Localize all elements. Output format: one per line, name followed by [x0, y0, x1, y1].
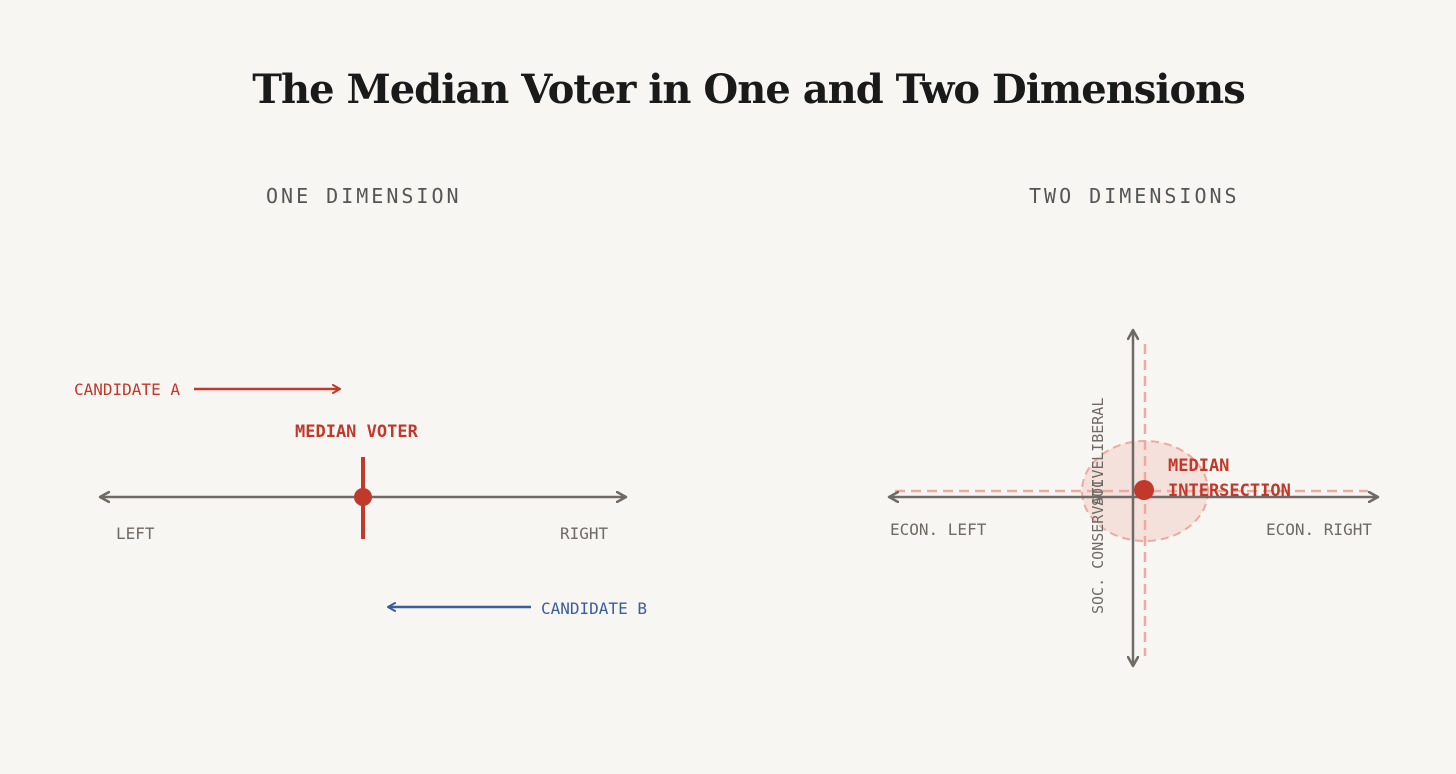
one-dimension-heading: ONE DIMENSION	[266, 184, 462, 208]
soc-liberal-label: SOC. LIBERAL	[1089, 398, 1107, 506]
two-dimensions-heading: TWO DIMENSIONS	[1029, 184, 1240, 208]
page-title: The Median Voter in One and Two Dimensio…	[252, 66, 1246, 113]
median-intersection-point	[1134, 480, 1154, 500]
median-voter-label: MEDIAN VOTER	[295, 422, 419, 442]
soc-conservative-label: SOC. CONSERVATIVE	[1089, 460, 1107, 614]
median-voter-point	[354, 488, 372, 506]
econ-right-label: ECON. RIGHT	[1266, 520, 1372, 539]
candidate-b-label: CANDIDATE B	[541, 599, 647, 618]
two-dimensions-panel: MEDIAN INTERSECTION ECON. LEFT ECON. RIG…	[889, 330, 1378, 666]
one-dimension-panel: MEDIAN VOTER LEFT RIGHT CANDIDATE A CAND…	[74, 380, 647, 618]
median-intersection-label-line2: INTERSECTION	[1168, 481, 1291, 501]
econ-left-label: ECON. LEFT	[890, 520, 987, 539]
axis-right-label: RIGHT	[560, 524, 609, 543]
median-intersection-label-line1: MEDIAN	[1168, 456, 1229, 476]
candidate-a-label: CANDIDATE A	[74, 380, 180, 399]
axis-left-label: LEFT	[116, 524, 155, 543]
